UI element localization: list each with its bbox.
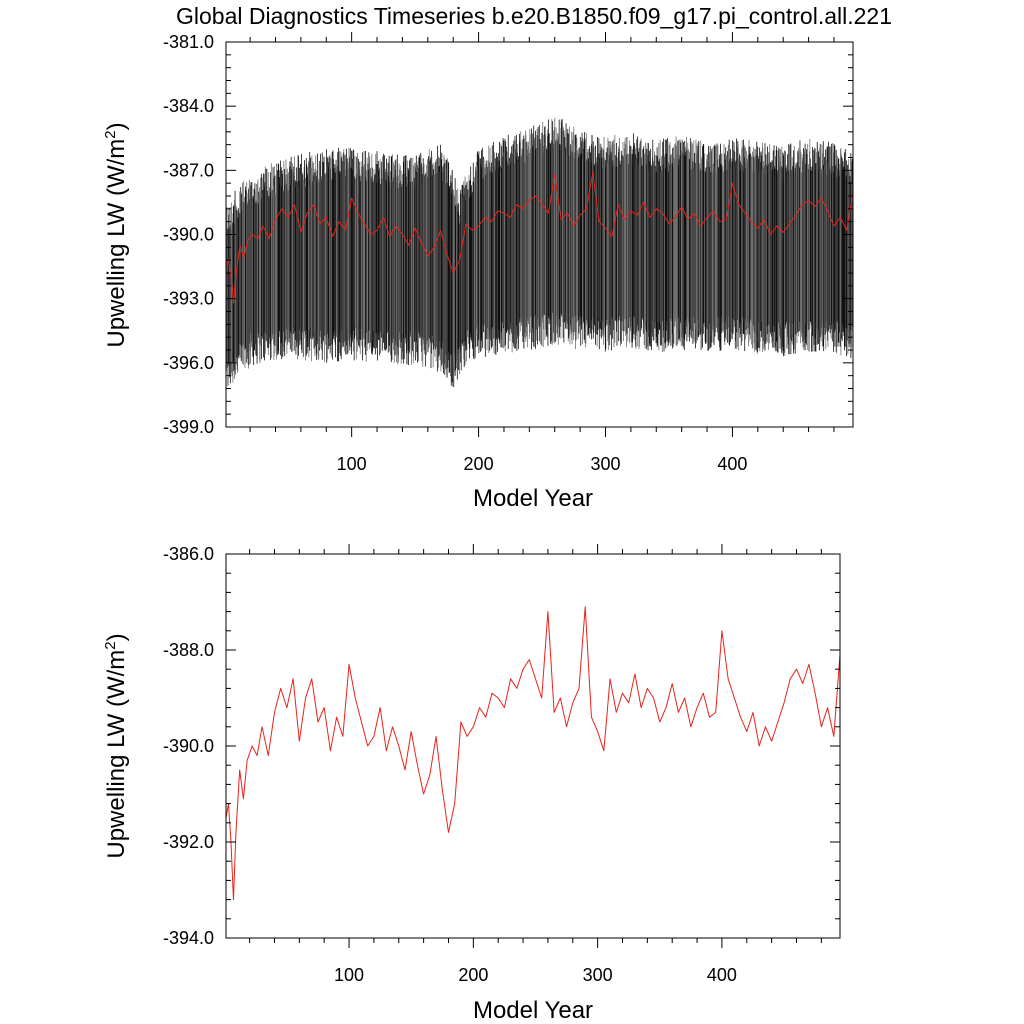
bottom-chart-x-tick-label: 200 [458,965,488,985]
bottom-chart-panel: -386.0 -388.0 -390.0 -392.0 -394.0 100 200 300 4… [102,544,841,1024]
top-chart-x-tick-label: 300 [590,454,620,474]
top-chart-x-axis-label: Model Year [473,485,593,512]
bottom-chart-x-axis-label: Model Year [473,997,593,1024]
top-chart-y-tick-label: -387.0 [163,160,214,180]
bottom-chart-y-axis-label-superscript: 2 [102,641,119,649]
top-chart-y-tick-label: -396.0 [163,353,214,373]
top-chart-y-axis-label: Upwelling LW (W/m2) [102,122,130,347]
bottom-chart-ticks: -386.0 -388.0 -390.0 -392.0 -394.0 100 200 300 4… [163,544,840,985]
top-chart-panel: -381.0 -384.0 -387.0 -390.0 -393.0 -396.0 -399… [102,32,854,512]
top-chart-y-axis-label-end: ) [103,122,130,130]
top-chart-x-tick-label: 400 [717,454,747,474]
top-chart-x-tick-label: 100 [337,454,367,474]
top-chart-y-tick-label: -393.0 [163,289,214,309]
top-chart-ticks: -381.0 -384.0 -387.0 -390.0 -393.0 -396.0 -399… [163,32,853,474]
bottom-chart-y-axis-label: Upwelling LW (W/m2) [102,633,130,858]
bottom-chart-y-axis-label-main: Upwelling LW (W/m [103,650,130,859]
bottom-chart-x-tick-label: 300 [583,965,613,985]
bottom-chart-y-axis-label-end: ) [103,633,130,641]
top-chart-y-tick-label: -390.0 [163,225,214,245]
bottom-chart-x-tick-label: 100 [334,965,364,985]
top-chart-monthly-series [225,117,853,388]
bottom-chart-annual-mean-line [225,606,841,901]
top-chart-y-axis-label-superscript: 2 [102,130,119,138]
bottom-chart-x-tick-label: 400 [707,965,737,985]
top-chart-y-axis-label-main: Upwelling LW (W/m [103,139,130,348]
top-chart-y-tick-label: -384.0 [163,96,214,116]
bottom-chart-y-tick-label: -388.0 [163,640,214,660]
top-chart-annual-mean-line [225,171,854,304]
top-chart-marks [225,117,854,388]
bottom-chart-marks [225,606,841,901]
bottom-chart-y-tick-label: -394.0 [163,928,214,948]
bottom-chart-y-tick-label: -392.0 [163,832,214,852]
bottom-chart-y-tick-label: -386.0 [163,544,214,564]
figure-title: Global Diagnostics Timeseries b.e20.B185… [176,3,892,29]
top-chart-x-tick-label: 200 [464,454,494,474]
top-chart-y-tick-label: -399.0 [163,417,214,437]
bottom-chart-y-tick-label: -390.0 [163,736,214,756]
top-chart-y-tick-label: -381.0 [163,32,214,52]
